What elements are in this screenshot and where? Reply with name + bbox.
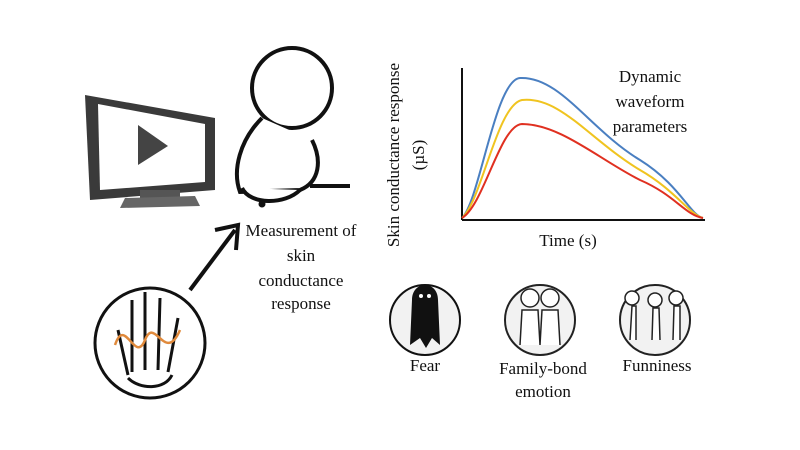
measurement-label: skin bbox=[287, 246, 316, 265]
funniness-icon bbox=[619, 284, 691, 356]
family-bond-icon bbox=[504, 284, 576, 356]
plot-annotation: waveform bbox=[616, 92, 685, 111]
waveforms bbox=[461, 76, 704, 219]
fear-icon bbox=[389, 284, 461, 356]
y-axis-label: (µS) bbox=[409, 140, 428, 171]
measurement-label: response bbox=[271, 294, 330, 313]
measurement-label: Measurement of bbox=[246, 221, 357, 240]
emotion-label: emotion bbox=[515, 382, 571, 401]
plot-axes bbox=[461, 68, 705, 221]
hand-icon bbox=[93, 286, 207, 400]
emotion-label: Funniness bbox=[623, 356, 692, 375]
arrow bbox=[188, 222, 241, 292]
person-icon bbox=[235, 46, 350, 208]
measurement-label: conductance bbox=[259, 271, 344, 290]
emotion-label: Fear bbox=[410, 356, 441, 375]
emotion-label: Family-bond bbox=[499, 359, 587, 378]
y-axis-label: Skin conductance response bbox=[384, 63, 403, 247]
plot-annotation: Dynamic bbox=[619, 67, 682, 86]
x-axis-label: Time (s) bbox=[539, 231, 596, 250]
monitor-icon bbox=[85, 95, 215, 208]
plot-annotation: parameters bbox=[613, 117, 688, 136]
